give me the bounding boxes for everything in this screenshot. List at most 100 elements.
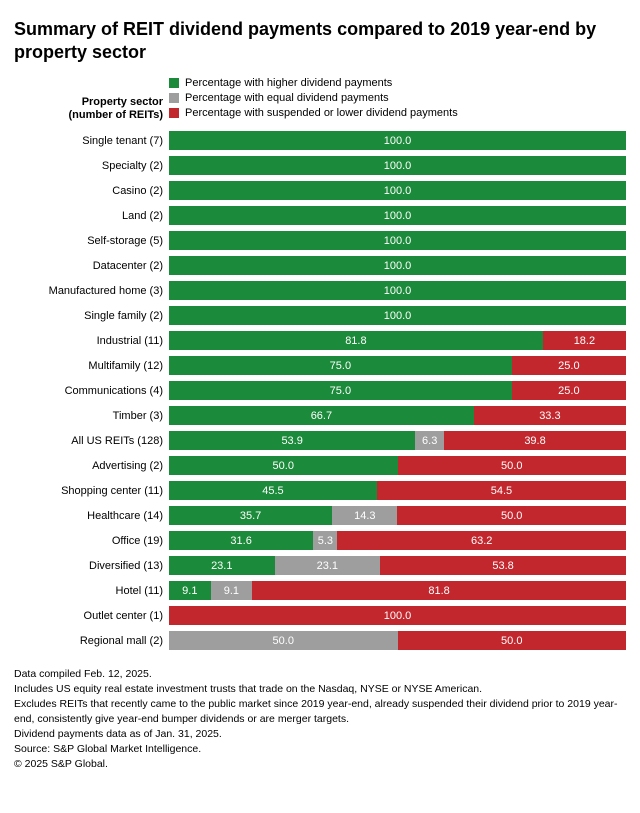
bar-segment-higher: 31.6 [169, 531, 313, 550]
bar-row: Multifamily (12)75.025.0 [14, 353, 626, 378]
bar-segment-higher: 100.0 [169, 156, 626, 175]
bar-segment-higher: 100.0 [169, 181, 626, 200]
bar-row: Communications (4)75.025.0 [14, 378, 626, 403]
category-label: Datacenter (2) [14, 260, 169, 272]
legend-swatch [169, 108, 179, 118]
stacked-bar: 53.96.339.8 [169, 431, 626, 450]
stacked-bar: 35.714.350.0 [169, 506, 626, 525]
bar-segment-equal: 50.0 [169, 631, 398, 650]
category-label: Multifamily (12) [14, 360, 169, 372]
bar-row: Outlet center (1)100.0 [14, 603, 626, 628]
bar-segment-higher: 9.1 [169, 581, 211, 600]
bar-segment-higher: 100.0 [169, 206, 626, 225]
bar-segment-lower: 25.0 [512, 356, 626, 375]
category-label: Healthcare (14) [14, 510, 169, 522]
footnotes: Data compiled Feb. 12, 2025.Includes US … [14, 667, 626, 771]
legend-swatch [169, 93, 179, 103]
header-row: Property sector(number of REITs) Percent… [14, 77, 626, 122]
bar-segment-equal: 23.1 [275, 556, 381, 575]
legend-label: Percentage with equal dividend payments [185, 92, 389, 104]
category-label: Self-storage (5) [14, 235, 169, 247]
bar-segment-lower: 100.0 [169, 606, 626, 625]
bar-segment-higher: 75.0 [169, 356, 512, 375]
stacked-bar: 100.0 [169, 131, 626, 150]
stacked-bar: 9.19.181.8 [169, 581, 626, 600]
stacked-bar: 50.050.0 [169, 631, 626, 650]
category-label: Timber (3) [14, 410, 169, 422]
legend-item: Percentage with suspended or lower divid… [169, 107, 458, 119]
bar-row: Self-storage (5)100.0 [14, 228, 626, 253]
stacked-bar: 81.818.2 [169, 331, 626, 350]
stacked-bar: 100.0 [169, 181, 626, 200]
footnote-line: Dividend payments data as of Jan. 31, 20… [14, 727, 626, 741]
bar-row: Healthcare (14)35.714.350.0 [14, 503, 626, 528]
legend-item: Percentage with equal dividend payments [169, 92, 458, 104]
stacked-bar: 100.0 [169, 606, 626, 625]
bar-segment-lower: 81.8 [252, 581, 626, 600]
bar-segment-higher: 35.7 [169, 506, 332, 525]
bar-chart: Single tenant (7)100.0Specialty (2)100.0… [14, 128, 626, 653]
footnote-line: Data compiled Feb. 12, 2025. [14, 667, 626, 681]
bar-row: All US REITs (128)53.96.339.8 [14, 428, 626, 453]
footnote-line: Includes US equity real estate investmen… [14, 682, 626, 696]
category-label: Advertising (2) [14, 460, 169, 472]
bar-row: Datacenter (2)100.0 [14, 253, 626, 278]
bar-segment-lower: 33.3 [474, 406, 626, 425]
bar-row: Specialty (2)100.0 [14, 153, 626, 178]
category-label: Hotel (11) [14, 585, 169, 597]
bar-row: Shopping center (11)45.554.5 [14, 478, 626, 503]
bar-row: Office (19)31.65.363.2 [14, 528, 626, 553]
category-label: Regional mall (2) [14, 635, 169, 647]
bar-segment-higher: 100.0 [169, 131, 626, 150]
bar-segment-lower: 50.0 [397, 506, 626, 525]
stacked-bar: 50.050.0 [169, 456, 626, 475]
stacked-bar: 75.025.0 [169, 381, 626, 400]
bar-segment-higher: 100.0 [169, 231, 626, 250]
category-label: Casino (2) [14, 185, 169, 197]
bar-segment-equal: 9.1 [211, 581, 253, 600]
category-label: All US REITs (128) [14, 435, 169, 447]
bar-segment-lower: 39.8 [444, 431, 626, 450]
stacked-bar: 100.0 [169, 156, 626, 175]
stacked-bar: 23.123.153.8 [169, 556, 626, 575]
footnote-line: © 2025 S&P Global. [14, 757, 626, 771]
stacked-bar: 75.025.0 [169, 356, 626, 375]
bar-row: Manufactured home (3)100.0 [14, 278, 626, 303]
stacked-bar: 45.554.5 [169, 481, 626, 500]
legend-swatch [169, 78, 179, 88]
bar-row: Hotel (11)9.19.181.8 [14, 578, 626, 603]
stacked-bar: 100.0 [169, 206, 626, 225]
category-label: Industrial (11) [14, 335, 169, 347]
bar-segment-higher: 81.8 [169, 331, 543, 350]
stacked-bar: 100.0 [169, 281, 626, 300]
chart-title: Summary of REIT dividend payments compar… [14, 18, 626, 63]
bar-segment-equal: 6.3 [415, 431, 444, 450]
bar-segment-lower: 18.2 [543, 331, 626, 350]
bar-segment-higher: 100.0 [169, 306, 626, 325]
category-label: Outlet center (1) [14, 610, 169, 622]
bar-row: Regional mall (2)50.050.0 [14, 628, 626, 653]
stacked-bar: 31.65.363.2 [169, 531, 626, 550]
stacked-bar: 100.0 [169, 256, 626, 275]
bar-row: Advertising (2)50.050.0 [14, 453, 626, 478]
bar-segment-higher: 75.0 [169, 381, 512, 400]
legend-label: Percentage with higher dividend payments [185, 77, 392, 89]
bar-segment-lower: 54.5 [377, 481, 626, 500]
bar-segment-higher: 23.1 [169, 556, 275, 575]
bar-segment-lower: 63.2 [337, 531, 626, 550]
footnote-line: Excludes REITs that recently came to the… [14, 697, 626, 725]
stacked-bar: 100.0 [169, 231, 626, 250]
bar-segment-lower: 25.0 [512, 381, 626, 400]
legend-item: Percentage with higher dividend payments [169, 77, 458, 89]
bar-row: Casino (2)100.0 [14, 178, 626, 203]
category-label: Office (19) [14, 535, 169, 547]
category-label: Diversified (13) [14, 560, 169, 572]
bar-row: Single tenant (7)100.0 [14, 128, 626, 153]
bar-segment-higher: 53.9 [169, 431, 415, 450]
bar-segment-equal: 5.3 [313, 531, 337, 550]
stacked-bar: 100.0 [169, 306, 626, 325]
stacked-bar: 66.733.3 [169, 406, 626, 425]
bar-row: Diversified (13)23.123.153.8 [14, 553, 626, 578]
bar-segment-higher: 100.0 [169, 281, 626, 300]
bar-row: Single family (2)100.0 [14, 303, 626, 328]
